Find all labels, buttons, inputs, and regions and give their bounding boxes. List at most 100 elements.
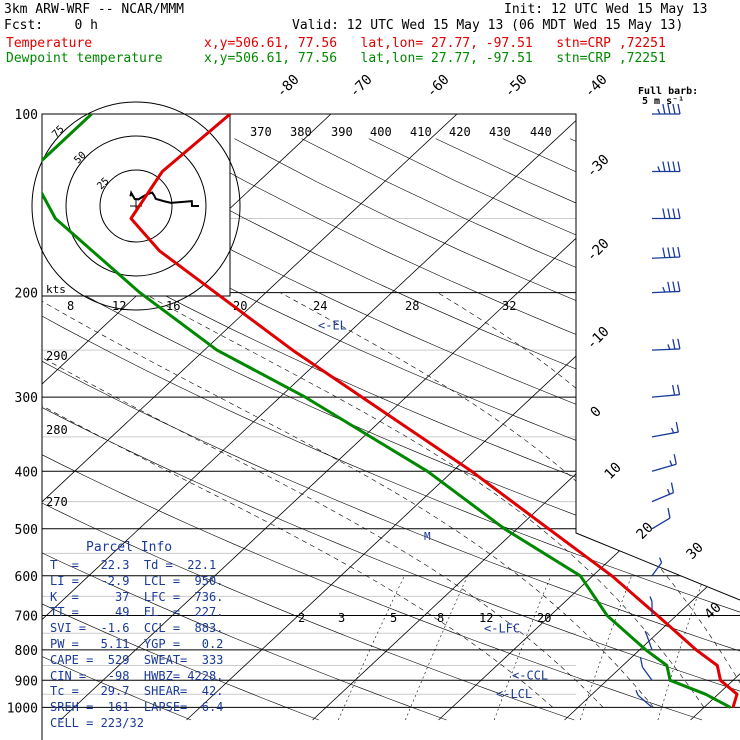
mixing-ratio-5 <box>493 575 552 721</box>
wind-barb-flag <box>672 161 676 172</box>
wind-barb-flag <box>662 208 666 219</box>
wind-barb-1000 <box>635 690 653 708</box>
parcel-info-row: PW = 5.11 YGP = 0.2 <box>50 637 224 651</box>
theta-label-1: 380 <box>290 125 312 139</box>
wind-barb-flag <box>677 208 681 219</box>
parcel-info-row: T = 22.3 Td = 22.1 <box>50 558 217 572</box>
pressure-label-300: 300 <box>15 391 38 406</box>
wind-barb-staff <box>651 394 680 398</box>
temp-axis-label--60: -60 <box>424 72 453 101</box>
temperature-profile <box>129 114 739 708</box>
isotherm--20 <box>186 114 740 721</box>
temp-axis-label-30: 30 <box>684 540 707 563</box>
wind-barb-staff <box>641 666 653 681</box>
mixing-label-2: 16 <box>166 299 180 313</box>
temp-axis-label--70: -70 <box>347 72 376 101</box>
wind-barb-450 <box>651 482 675 503</box>
pressure-label-400: 400 <box>15 465 38 480</box>
wind-barb-flag <box>666 489 671 495</box>
parcel-info-row: CELL = 223/32 <box>50 716 144 730</box>
theta-label-2: 390 <box>331 125 353 139</box>
theta-label-9: 280 <box>46 423 68 437</box>
wind-barb-flag <box>669 460 673 466</box>
wind-barb-flag <box>667 103 671 115</box>
theta-label-3: 400 <box>370 125 392 139</box>
mixing-ratio-3 <box>405 575 468 721</box>
wind-barb-flag <box>662 161 666 172</box>
temp-axis-label-40: 40 <box>702 600 725 623</box>
wind-barb-flag <box>675 421 679 433</box>
mixing-label-7: 2 <box>298 611 305 625</box>
dry-adiabat-370 <box>100 138 740 721</box>
pressure-label-900: 900 <box>15 674 38 689</box>
wind-barb-flag <box>649 596 653 602</box>
wind-barb-350 <box>651 421 679 438</box>
dry-adiabat-350 <box>42 138 740 721</box>
wind-barb-flag <box>670 427 675 434</box>
hodograph-ring-2 <box>31 101 241 311</box>
wind-barb-flag <box>677 246 681 258</box>
theta-label-0: 370 <box>250 125 272 139</box>
temp-axis-label-10: 10 <box>602 460 625 483</box>
hodograph-kts-label: kts <box>46 283 66 296</box>
wind-barb-flag <box>673 454 677 465</box>
moist-adiabat-8 <box>42 292 554 708</box>
dry-adiabat-340 <box>42 138 740 721</box>
isotherm--40 <box>42 114 584 721</box>
wind-barb-staff <box>651 562 663 577</box>
wind-barb-250 <box>651 338 681 351</box>
dry-adiabat-290 <box>42 138 703 721</box>
mixing-label-0: 8 <box>67 299 74 313</box>
wind-barb-flag <box>662 286 666 293</box>
wind-barb-flag <box>667 281 671 292</box>
level-lcl: <-LCL <box>496 687 532 701</box>
mixing-ratio-12 <box>657 575 705 721</box>
wind-barb-flag <box>672 103 676 115</box>
parcel-info-row: TT = 49 EL = 227. <box>50 605 224 620</box>
isotherm-10 <box>564 114 740 721</box>
parcel-info-row: SREH = 161 LAPSE= 6.4 <box>50 700 224 715</box>
dry-adiabat-460 <box>703 138 740 721</box>
level-el: <-EL <box>318 318 347 332</box>
temp-axis-label--10: -10 <box>584 324 613 353</box>
moist-adiabat-28 <box>437 292 740 708</box>
parcel-info-row: LI = -2.9 LCL = 950. <box>50 573 224 588</box>
dry-adiabat-310 <box>42 138 740 721</box>
isotherm-0 <box>438 114 740 721</box>
temp-axis-label--30: -30 <box>584 152 613 181</box>
theta-label-8: 290 <box>46 349 68 363</box>
theta-label-10: 270 <box>46 495 68 509</box>
wind-barb-flag <box>672 208 676 219</box>
dry-adiabat-320 <box>42 138 740 721</box>
temp-axis-label--50: -50 <box>502 72 531 101</box>
wind-barb-flag <box>644 630 648 637</box>
mixing-label-1: 12 <box>112 299 126 313</box>
dry-adiabat-450 <box>636 138 740 721</box>
wind-barb-200 <box>651 281 681 294</box>
theta-label-4: 410 <box>410 125 432 139</box>
mixing-label-11: 12 <box>479 611 493 625</box>
model-title: 3km ARW-WRF -- NCAR/MMM <box>4 2 185 17</box>
wind-barb-flag <box>672 339 676 350</box>
dry-adiabat-440 <box>569 138 740 721</box>
dewpoint-location: x,y=506.61, 77.56 lat,lon= 27.77, -97.51… <box>204 51 666 66</box>
moist-adiabat-32 <box>596 292 740 708</box>
wind-barb-flag <box>662 103 666 115</box>
wind-barb-flag <box>657 108 661 115</box>
moist-adiabat-24 <box>280 292 740 708</box>
mixing-label-5: 28 <box>405 299 419 313</box>
temp-axis-label--80: -80 <box>274 72 303 101</box>
temp-axis-label--40: -40 <box>582 72 611 101</box>
wind-barb-flag <box>671 385 676 396</box>
wind-barb-staff <box>651 290 680 294</box>
temp-axis-label--20: -20 <box>584 236 613 265</box>
mixing-label-12: 20 <box>537 611 551 625</box>
level-ccl: <-CCL <box>512 668 548 682</box>
wind-barb-staff <box>651 492 674 503</box>
dry-adiabat-360 <box>42 138 740 721</box>
wind-barb-500 <box>651 507 671 530</box>
wind-barb-staff <box>651 517 671 530</box>
dry-adiabat-260 <box>42 138 319 721</box>
temperature-legend: Temperature <box>6 36 93 51</box>
mixing-label-6: 32 <box>502 299 516 313</box>
